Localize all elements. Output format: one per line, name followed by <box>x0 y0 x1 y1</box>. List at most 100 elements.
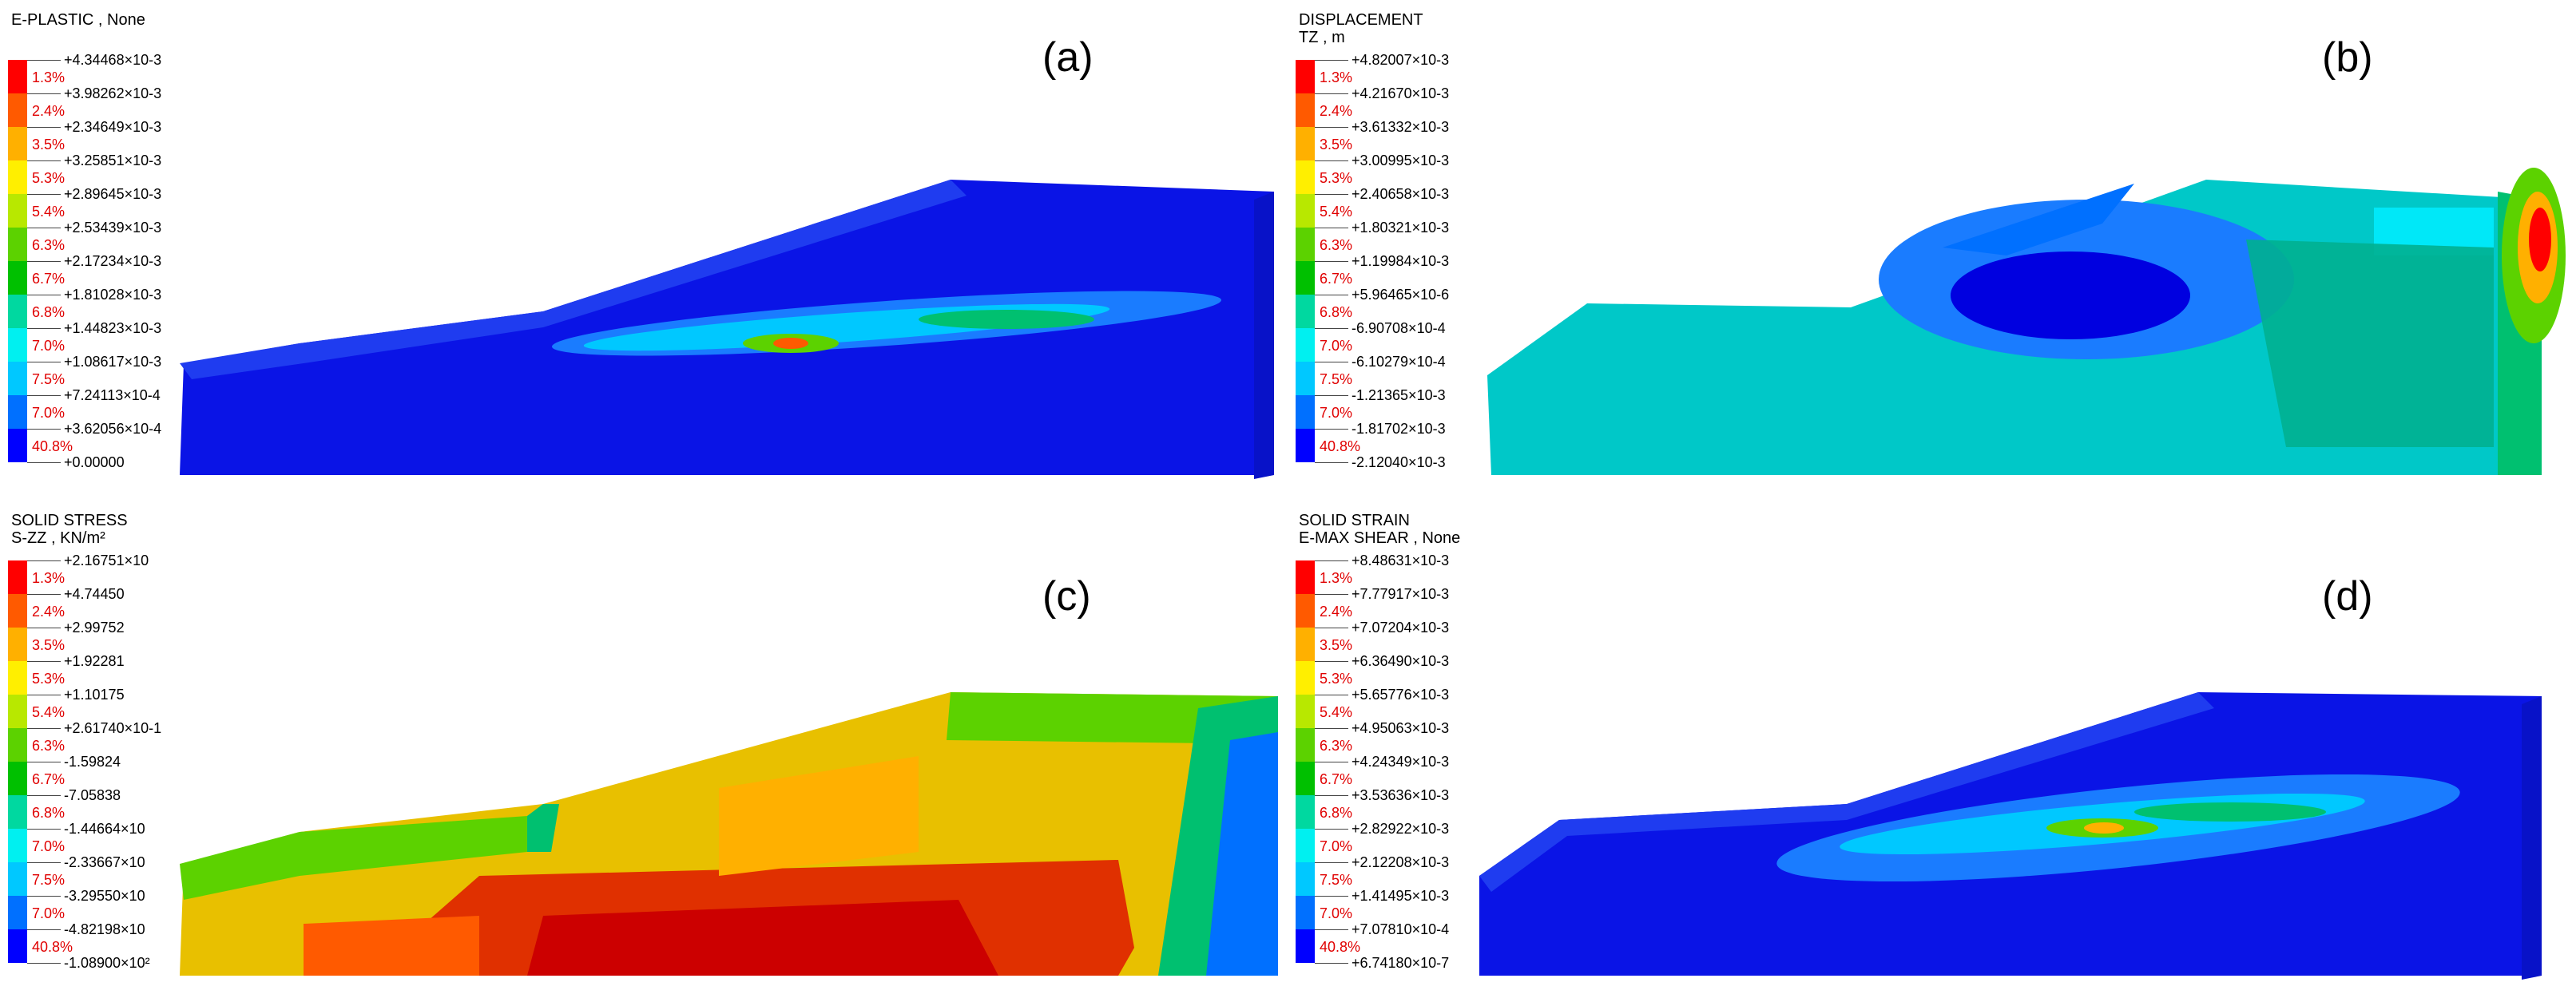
legend-percent: 7.0% <box>1320 405 1353 421</box>
legend-percent: 7.5% <box>1320 872 1353 888</box>
legend-percent: 5.3% <box>32 170 65 186</box>
legend-value: +4.74450 <box>64 586 125 602</box>
legend-percent: 5.4% <box>1320 704 1353 720</box>
legend-value: +1.10175 <box>64 687 125 703</box>
legend-percent: 3.5% <box>32 637 65 653</box>
legend-percent: 7.5% <box>32 371 65 387</box>
legend-value: +4.34468×10-3 <box>64 52 162 68</box>
legend-percent: 1.3% <box>32 570 65 586</box>
legend-value: +2.17234×10-3 <box>64 253 162 269</box>
legend-value: +3.53636×10-3 <box>1352 787 1450 803</box>
legend-percent: 6.3% <box>32 738 65 754</box>
legend-value: -6.90708×10-4 <box>1352 320 1446 336</box>
legend-value: +8.48631×10-3 <box>1352 552 1450 568</box>
legend-percent: 3.5% <box>32 137 65 152</box>
legend-value: -2.33667×10 <box>64 854 145 870</box>
legend-percent: 2.4% <box>32 604 65 620</box>
legend-percent: 7.0% <box>1320 905 1353 921</box>
legend-percent: 6.8% <box>1320 304 1353 320</box>
legend-percent: 3.5% <box>1320 137 1353 152</box>
legend-percent: 3.5% <box>1320 637 1353 653</box>
legend-value: +0.00000 <box>64 454 125 470</box>
legend-percent: 6.7% <box>1320 771 1353 787</box>
legend-percent: 5.4% <box>32 704 65 720</box>
legend-value: +2.12208×10-3 <box>1352 854 1450 870</box>
legend-percent: 6.8% <box>32 805 65 821</box>
legend-value: +2.34649×10-3 <box>64 119 162 135</box>
legend-percent: 6.3% <box>1320 237 1353 253</box>
model-stress <box>180 692 1278 976</box>
legend-value: +2.82922×10-3 <box>1352 821 1450 837</box>
legend-percent: 6.3% <box>32 237 65 253</box>
legend-value: +6.36490×10-3 <box>1352 653 1450 669</box>
legend-value: +7.07204×10-3 <box>1352 620 1450 636</box>
legend-value: +4.95063×10-3 <box>1352 720 1450 736</box>
legend-value: -1.81702×10-3 <box>1352 421 1446 437</box>
panel-c: SOLID STRESS S-ZZ , KN/m² 1.3% 2.4% 3.5%… <box>0 501 1288 1002</box>
legend-value: +1.92281 <box>64 653 125 669</box>
legend-value: -2.12040×10-3 <box>1352 454 1446 470</box>
legend-percent: 40.8% <box>1320 939 1361 955</box>
legend-percent: 6.8% <box>1320 805 1353 821</box>
legend-percent: 5.3% <box>1320 170 1353 186</box>
legend-value: -7.05838 <box>64 787 121 803</box>
legend-value: +1.41495×10-3 <box>1352 888 1450 904</box>
legend-value: -1.44664×10 <box>64 821 145 837</box>
legend-percent: 40.8% <box>32 939 73 955</box>
legend-value: +1.80321×10-3 <box>1352 220 1450 236</box>
legend-value: +7.24113×10-4 <box>64 387 161 403</box>
legend-title: DISPLACEMENT TZ , m <box>1299 11 1423 46</box>
legend-percent: 1.3% <box>32 69 65 85</box>
legend-percent: 2.4% <box>32 103 65 119</box>
legend-percent: 7.0% <box>32 338 65 354</box>
panel-label: (b) <box>2322 34 2373 81</box>
model-plastic-strain <box>180 180 1274 479</box>
legend-value: +1.19984×10-3 <box>1352 253 1450 269</box>
panel-b: DISPLACEMENT TZ , m 1.3% 2.4% 3.5% 5.3% … <box>1288 0 2576 501</box>
legend-percent: 7.0% <box>32 405 65 421</box>
legend-value: +6.74180×10-7 <box>1352 955 1450 971</box>
legend-value: +2.89645×10-3 <box>64 186 162 202</box>
legend-value: +1.44823×10-3 <box>64 320 162 336</box>
legend-value: -1.08900×10² <box>64 955 150 971</box>
legend-percent: 7.0% <box>32 905 65 921</box>
panel-d: SOLID STRAIN E-MAX SHEAR , None 1.3% 2.4… <box>1288 501 2576 1002</box>
legend-percent: 1.3% <box>1320 570 1353 586</box>
legend-percent: 7.0% <box>1320 338 1353 354</box>
legend-value: +3.00995×10-3 <box>1352 152 1450 168</box>
panel-label: (c) <box>1042 573 1091 620</box>
legend-percent: 5.3% <box>1320 671 1353 687</box>
model-shear-strain <box>1479 692 2542 980</box>
legend-value: -1.21365×10-3 <box>1352 387 1446 403</box>
legend-value: +4.24349×10-3 <box>1352 754 1450 770</box>
panel-label: (d) <box>2322 573 2373 620</box>
legend-value: +3.61332×10-3 <box>1352 119 1450 135</box>
legend-value: +5.65776×10-3 <box>1352 687 1450 703</box>
legend-value: +7.07810×10-4 <box>1352 921 1450 937</box>
legend-value: +2.40658×10-3 <box>1352 186 1450 202</box>
legend-percent: 40.8% <box>1320 438 1361 454</box>
legend-title: E-PLASTIC , None <box>11 11 145 29</box>
legend-percent: 7.0% <box>32 838 65 854</box>
panel-a: E-PLASTIC , None 1.3% 2.4% 3.5% 5.3% 5.4… <box>0 0 1288 501</box>
legend-value: -4.82198×10 <box>64 921 145 937</box>
legend-value: +5.96465×10-6 <box>1352 287 1450 303</box>
legend-value: +2.99752 <box>64 620 125 636</box>
legend-value: +1.81028×10-3 <box>64 287 162 303</box>
legend-percent: 6.8% <box>32 304 65 320</box>
legend-percent: 2.4% <box>1320 604 1353 620</box>
legend-percent: 40.8% <box>32 438 73 454</box>
legend-percent: 2.4% <box>1320 103 1353 119</box>
legend-value: +3.98262×10-3 <box>64 85 162 101</box>
legend-percent: 7.5% <box>1320 371 1353 387</box>
legend-percent: 6.7% <box>32 271 65 287</box>
legend-value: +4.82007×10-3 <box>1352 52 1450 68</box>
legend-percent: 6.7% <box>32 771 65 787</box>
legend-percent: 5.3% <box>32 671 65 687</box>
legend-percent: 5.4% <box>32 204 65 220</box>
legend-percent: 1.3% <box>1320 69 1353 85</box>
panel-label: (a) <box>1042 34 1094 81</box>
legend-value: -6.10279×10-4 <box>1352 354 1446 370</box>
model-displacement <box>1487 168 2566 475</box>
legend-value: -1.59824 <box>64 754 121 770</box>
